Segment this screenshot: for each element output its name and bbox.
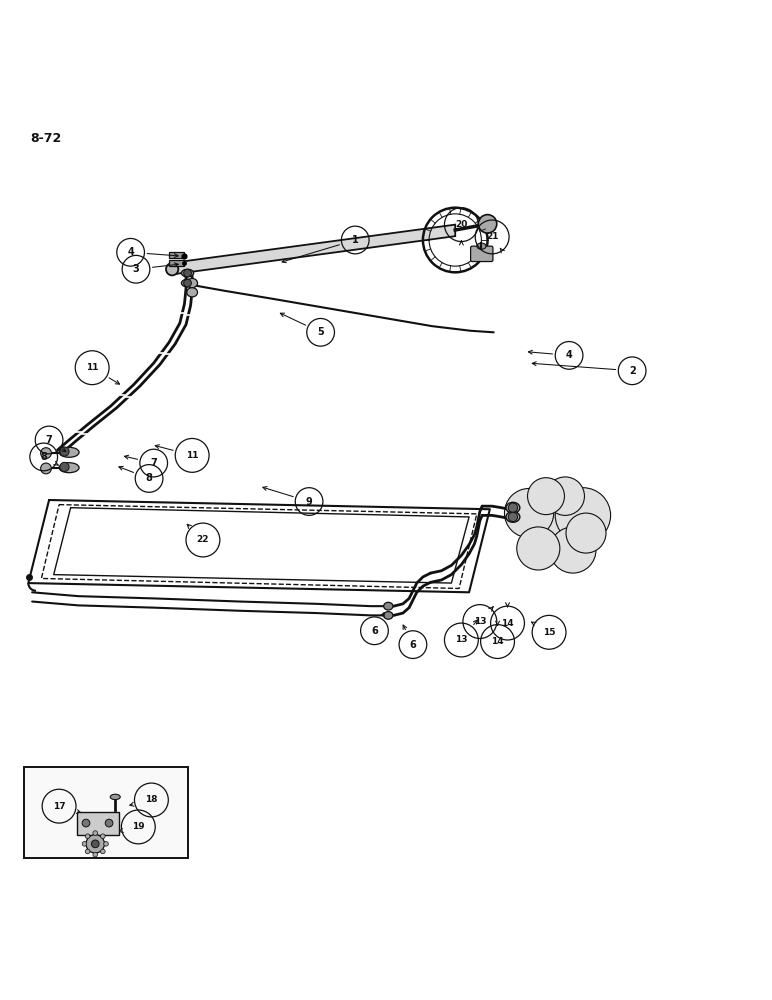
FancyBboxPatch shape xyxy=(471,246,493,262)
FancyBboxPatch shape xyxy=(24,767,188,858)
Circle shape xyxy=(555,488,611,543)
Ellipse shape xyxy=(384,602,393,610)
Text: 6: 6 xyxy=(410,640,416,650)
Circle shape xyxy=(60,447,69,456)
Circle shape xyxy=(86,835,104,853)
FancyBboxPatch shape xyxy=(169,260,185,266)
Circle shape xyxy=(41,463,52,474)
Text: 7: 7 xyxy=(46,435,52,445)
Text: 13: 13 xyxy=(473,617,486,626)
Text: 17: 17 xyxy=(52,802,66,811)
Circle shape xyxy=(508,503,517,512)
Text: 4: 4 xyxy=(566,350,573,360)
Ellipse shape xyxy=(59,447,79,457)
Circle shape xyxy=(546,477,584,515)
Text: 4: 4 xyxy=(127,247,134,257)
Circle shape xyxy=(566,513,606,553)
Circle shape xyxy=(82,819,90,827)
Circle shape xyxy=(91,840,99,848)
Ellipse shape xyxy=(166,263,178,275)
Ellipse shape xyxy=(384,612,393,619)
Circle shape xyxy=(105,819,113,827)
Text: 8: 8 xyxy=(40,452,47,462)
Text: 14: 14 xyxy=(501,619,514,628)
Text: 15: 15 xyxy=(543,628,555,637)
Text: 22: 22 xyxy=(197,535,209,544)
Circle shape xyxy=(100,849,105,854)
Circle shape xyxy=(60,462,69,472)
Ellipse shape xyxy=(181,269,194,277)
Circle shape xyxy=(103,842,108,846)
Text: 11: 11 xyxy=(86,363,98,372)
Ellipse shape xyxy=(187,288,198,297)
Circle shape xyxy=(86,849,90,854)
Circle shape xyxy=(86,834,90,839)
Text: 8-72: 8-72 xyxy=(31,132,62,145)
Text: 2: 2 xyxy=(628,366,635,376)
Text: 13: 13 xyxy=(455,635,468,644)
Circle shape xyxy=(184,269,191,277)
Circle shape xyxy=(93,831,97,835)
Circle shape xyxy=(504,488,554,538)
FancyBboxPatch shape xyxy=(76,812,119,835)
Text: 3: 3 xyxy=(133,264,140,274)
Circle shape xyxy=(508,512,517,522)
Text: 6: 6 xyxy=(371,626,378,636)
Text: 8: 8 xyxy=(146,473,153,483)
Polygon shape xyxy=(171,225,455,275)
Text: 18: 18 xyxy=(145,795,157,804)
Circle shape xyxy=(479,215,496,233)
Circle shape xyxy=(550,527,596,573)
Ellipse shape xyxy=(477,243,486,249)
Text: 20: 20 xyxy=(455,220,468,229)
Text: 7: 7 xyxy=(151,458,157,468)
Text: 14: 14 xyxy=(491,637,504,646)
Circle shape xyxy=(82,842,86,846)
FancyBboxPatch shape xyxy=(169,252,185,258)
Text: 5: 5 xyxy=(317,327,324,337)
Text: 21: 21 xyxy=(486,232,499,241)
Text: 11: 11 xyxy=(186,451,198,460)
Ellipse shape xyxy=(59,463,79,473)
Circle shape xyxy=(521,495,586,559)
Circle shape xyxy=(93,852,97,857)
Ellipse shape xyxy=(181,279,194,287)
Ellipse shape xyxy=(506,502,520,513)
Circle shape xyxy=(41,448,52,458)
Text: 19: 19 xyxy=(132,822,144,831)
Ellipse shape xyxy=(506,512,520,522)
Text: 9: 9 xyxy=(306,497,313,507)
Circle shape xyxy=(184,279,191,287)
Ellipse shape xyxy=(110,794,120,800)
Circle shape xyxy=(100,834,105,839)
Ellipse shape xyxy=(187,278,198,288)
Circle shape xyxy=(516,527,560,570)
Circle shape xyxy=(527,478,564,515)
Text: 1: 1 xyxy=(352,235,359,245)
